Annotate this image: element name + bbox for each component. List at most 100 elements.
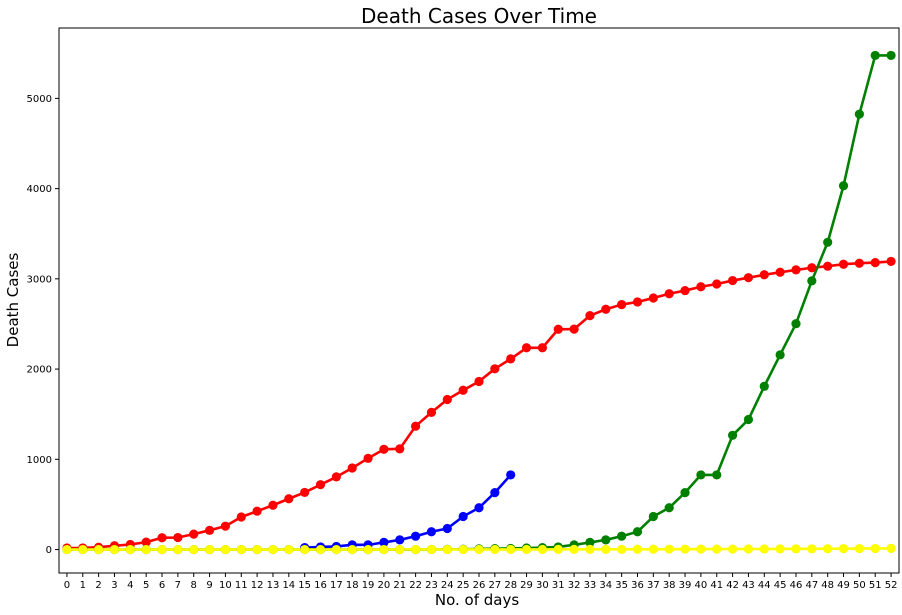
y-tick-label: 0 xyxy=(46,545,52,556)
x-tick-label: 23 xyxy=(425,580,438,591)
data-point xyxy=(632,544,643,554)
data-point xyxy=(712,544,722,554)
data-point xyxy=(712,279,722,289)
data-point xyxy=(791,544,801,554)
data-point xyxy=(347,463,357,473)
data-point xyxy=(727,430,738,440)
data-point xyxy=(617,299,627,310)
data-point xyxy=(727,544,738,554)
series-markers xyxy=(62,50,896,555)
data-point xyxy=(490,488,500,498)
x-tick-label: 0 xyxy=(64,580,70,591)
data-point xyxy=(664,289,674,299)
x-tick-label: 12 xyxy=(251,580,264,591)
data-point xyxy=(458,385,468,395)
x-tick-label: 6 xyxy=(159,580,165,591)
x-tick-label: 20 xyxy=(378,580,391,591)
data-point xyxy=(759,544,769,554)
data-point xyxy=(648,511,658,522)
data-point xyxy=(664,544,674,554)
data-point xyxy=(680,544,690,554)
data-point xyxy=(474,376,484,387)
x-tick-label: 14 xyxy=(282,580,295,591)
x-tick-label: 31 xyxy=(552,580,565,591)
data-point xyxy=(315,480,326,490)
x-tick-label: 22 xyxy=(409,580,422,591)
data-point xyxy=(426,407,437,417)
data-point xyxy=(490,544,500,555)
x-tick-label: 49 xyxy=(837,580,850,591)
data-point xyxy=(759,381,769,391)
x-tick-label: 32 xyxy=(568,580,581,591)
x-tick-label: 5 xyxy=(143,580,149,591)
data-point xyxy=(601,544,611,554)
data-point xyxy=(601,304,611,314)
data-point xyxy=(236,512,246,522)
data-point xyxy=(78,544,88,555)
y-axis-ticks: 0 1000 2000 3000 4000 5000 xyxy=(27,94,59,556)
x-tick-label: 47 xyxy=(805,580,818,591)
data-point xyxy=(109,544,120,555)
data-point xyxy=(585,544,595,554)
x-tick-label: 7 xyxy=(175,580,181,591)
data-point xyxy=(141,537,151,547)
data-point xyxy=(696,282,706,292)
x-tick-label: 13 xyxy=(267,580,280,591)
x-tick-label: 52 xyxy=(885,580,898,591)
data-point xyxy=(157,544,167,555)
data-point xyxy=(585,311,595,321)
data-point xyxy=(411,531,421,541)
data-point xyxy=(62,544,72,555)
data-point xyxy=(696,544,706,554)
x-tick-label: 18 xyxy=(346,580,359,591)
data-point xyxy=(458,544,468,555)
data-point xyxy=(838,544,849,554)
x-tick-label: 29 xyxy=(520,580,533,591)
y-tick-label: 3000 xyxy=(27,274,52,285)
data-point xyxy=(204,525,215,535)
data-point xyxy=(807,263,817,273)
x-tick-label: 10 xyxy=(219,580,232,591)
data-point xyxy=(617,544,627,554)
data-point xyxy=(379,444,389,454)
x-tick-label: 42 xyxy=(726,580,739,591)
data-point xyxy=(648,544,658,554)
y-tick-label: 4000 xyxy=(27,184,52,195)
x-tick-label: 36 xyxy=(631,580,644,591)
x-tick-label: 2 xyxy=(95,580,101,591)
data-point xyxy=(220,544,231,555)
data-point xyxy=(506,544,516,555)
data-point xyxy=(363,453,373,463)
data-point xyxy=(854,109,864,119)
x-tick-label: 27 xyxy=(488,580,501,591)
x-tick-label: 38 xyxy=(663,580,676,591)
x-tick-label: 34 xyxy=(599,580,612,591)
data-point xyxy=(189,529,199,539)
data-point xyxy=(363,544,373,555)
x-tick-label: 37 xyxy=(647,580,660,591)
data-point xyxy=(252,544,262,555)
data-point xyxy=(141,544,151,555)
data-point xyxy=(395,544,405,555)
data-point xyxy=(252,506,262,516)
data-point xyxy=(727,275,738,286)
data-point xyxy=(395,444,405,454)
x-axis-ticks: 0 1 2 3 4 5 6 7 8 9 10 11 12 13 14 15 16 17 18 19 20 21 22 23 24… xyxy=(64,573,898,591)
data-point xyxy=(395,535,405,545)
data-point xyxy=(617,531,627,541)
x-tick-label: 11 xyxy=(235,580,248,591)
data-point xyxy=(743,273,754,283)
x-tick-label: 51 xyxy=(869,580,882,591)
series-line-2 xyxy=(66,54,892,551)
y-tick-label: 2000 xyxy=(27,365,52,376)
data-point xyxy=(870,50,880,61)
x-tick-label: 25 xyxy=(457,580,470,591)
data-point xyxy=(601,535,611,545)
x-tick-label: 45 xyxy=(774,580,787,591)
data-point xyxy=(426,544,437,555)
data-point xyxy=(379,544,389,555)
data-point xyxy=(743,414,754,425)
data-point xyxy=(173,532,183,543)
data-point xyxy=(743,544,754,554)
